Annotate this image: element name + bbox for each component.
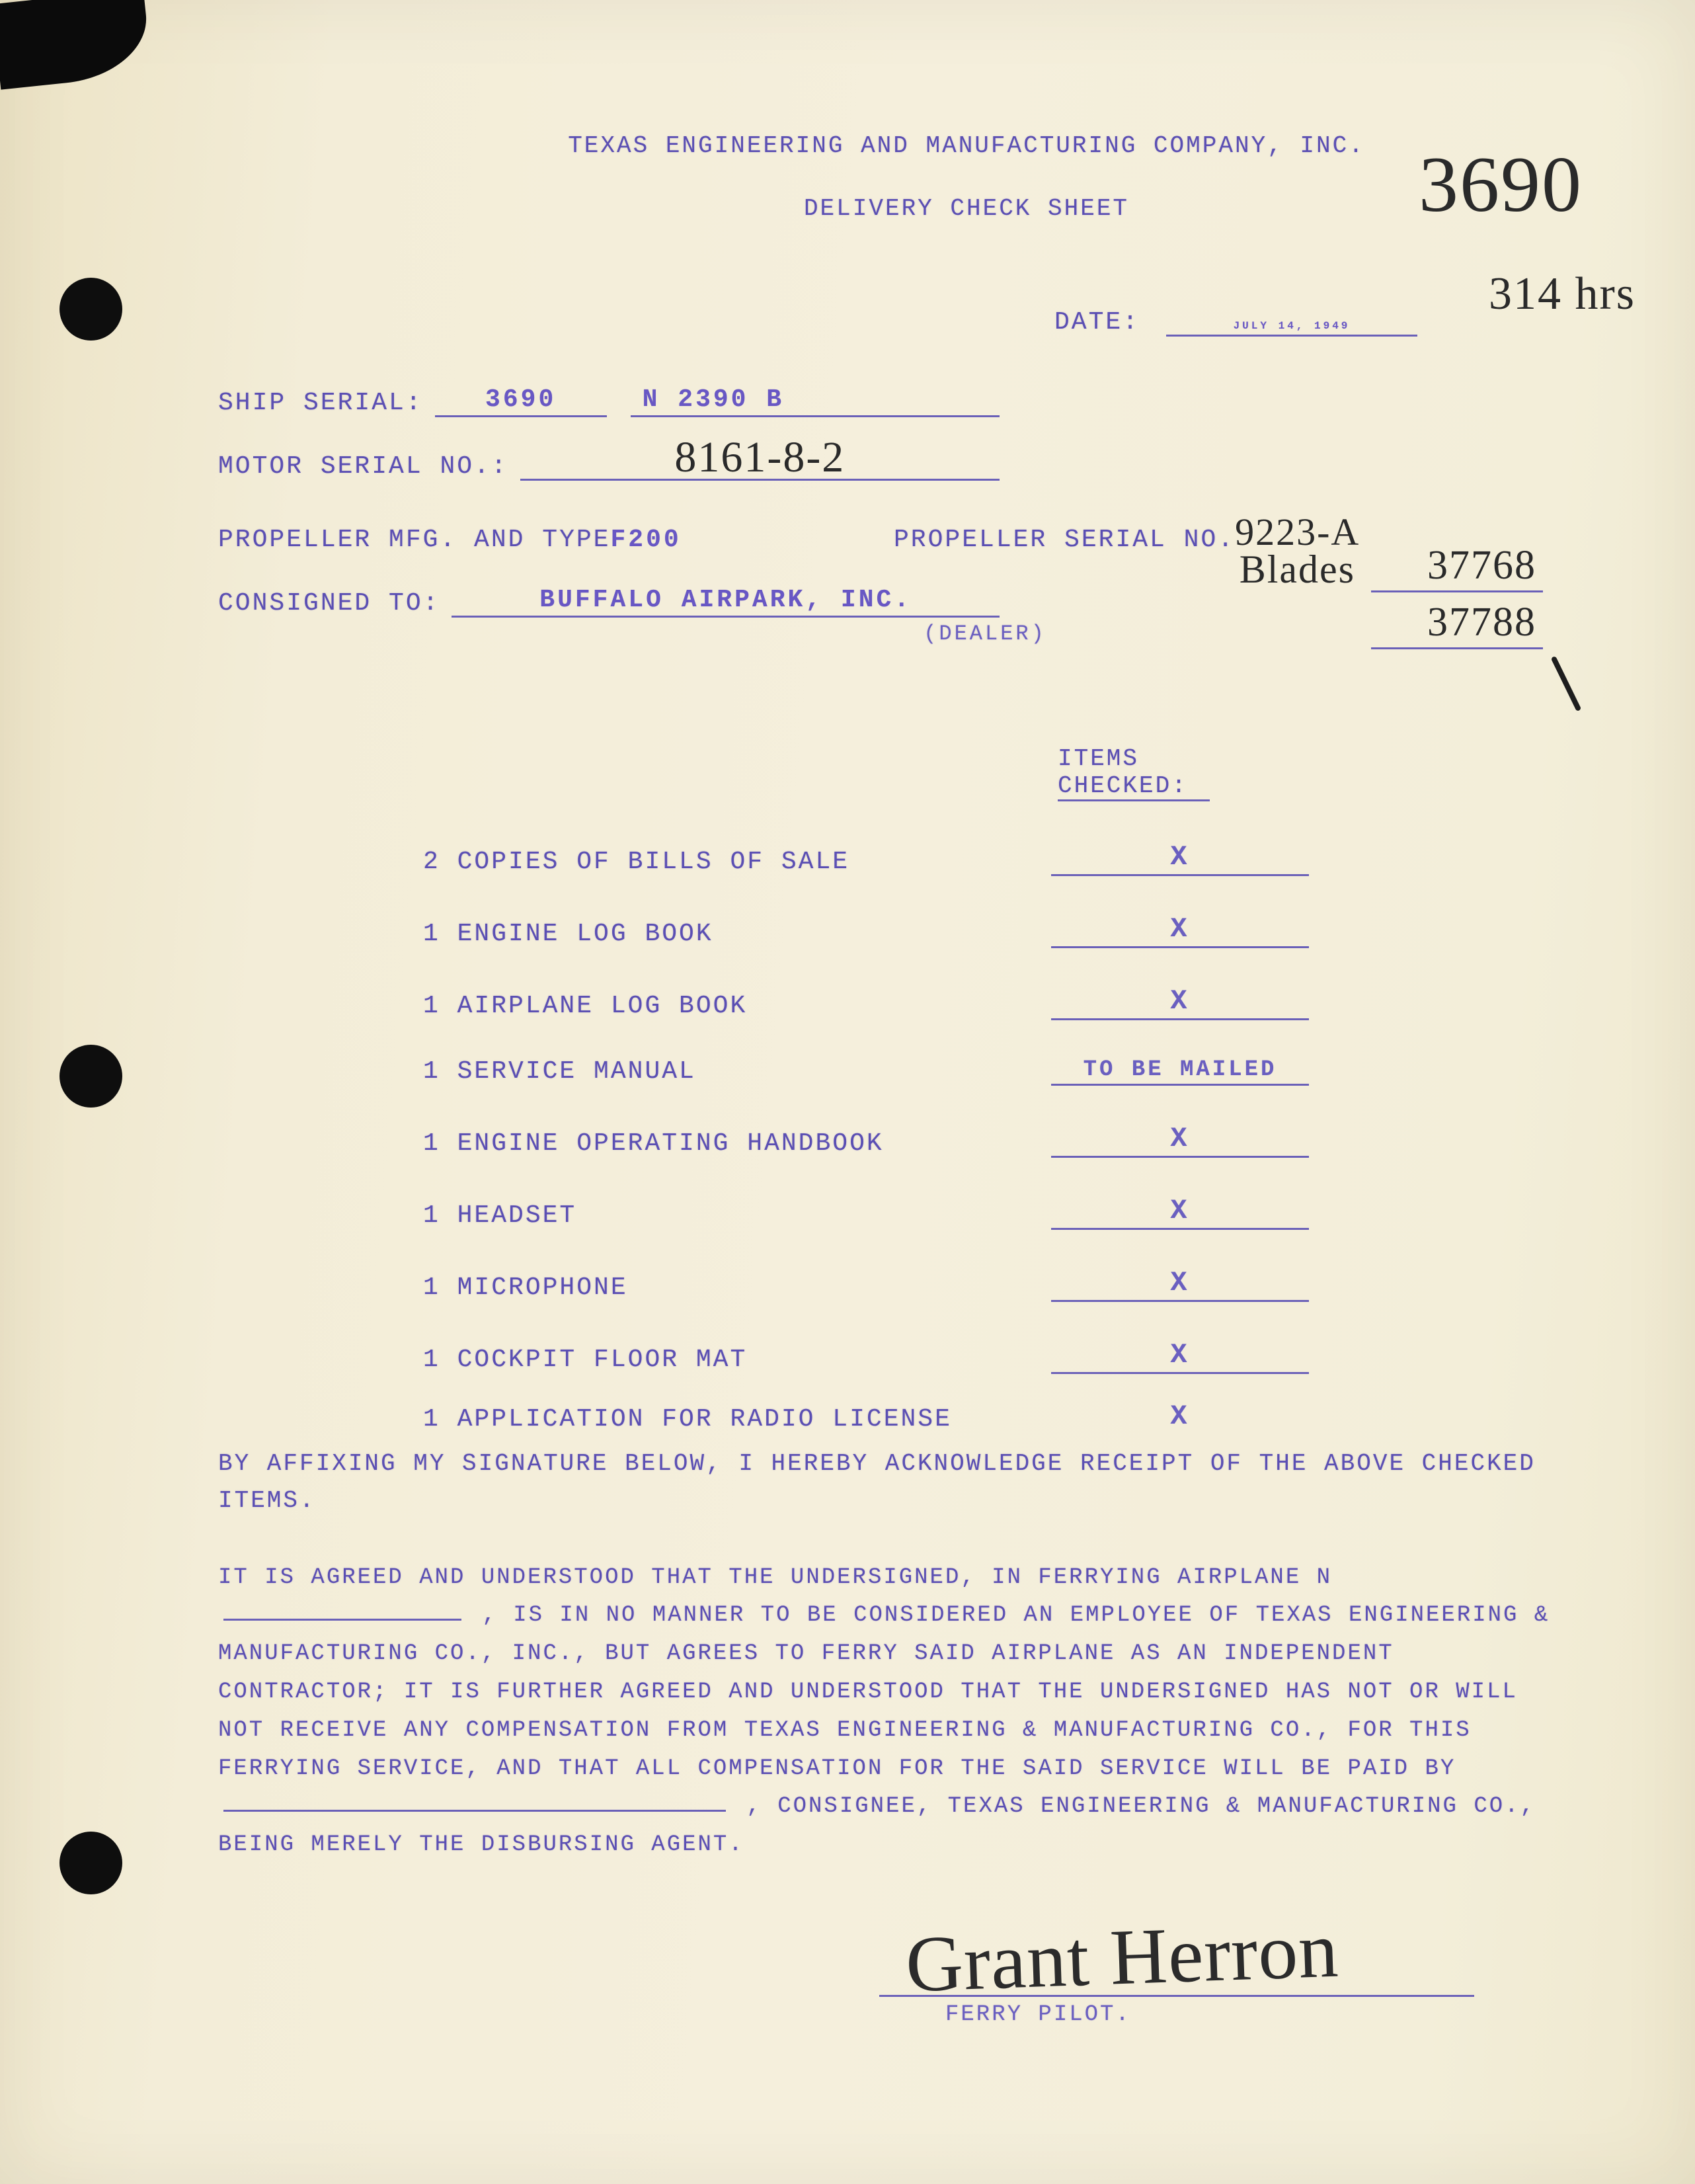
prop-serial-label: PROPELLER SERIAL NO. (894, 526, 1235, 554)
date-row: DATE: JULY 14, 1949 (218, 308, 1556, 337)
handwritten-serial-topright: 3690 (1419, 139, 1583, 230)
checklist: 2 COPIES OF BILLS OF SALE X 1 ENGINE LOG… (423, 841, 1556, 1434)
checklist-row: 2 COPIES OF BILLS OF SALE X (423, 841, 1556, 876)
field-consigned: CONSIGNED TO: BUFFALO AIRPARK, INC. (218, 583, 1011, 618)
checklist-mark: X (1051, 1195, 1309, 1230)
checklist-row: 1 ENGINE LOG BOOK X (423, 913, 1556, 948)
checklist-mark: X (1051, 985, 1309, 1020)
blade-number-2: 37788 (1371, 599, 1543, 649)
checklist-desc: 1 AIRPLANE LOG BOOK (423, 992, 1051, 1020)
prop-mfg-value: F200 (611, 526, 682, 554)
checklist-desc: 1 SERVICE MANUAL (423, 1057, 1051, 1086)
punch-hole-icon (59, 278, 122, 341)
checklist-mark: X (1051, 1400, 1309, 1434)
checklist-row: 1 APPLICATION FOR RADIO LICENSE X (423, 1400, 1556, 1434)
checklist-desc: 1 ENGINE OPERATING HANDBOOK (423, 1129, 1051, 1158)
checklist-row: 1 SERVICE MANUAL TO BE MAILED (423, 1057, 1556, 1086)
blades-block: Blades 37768 37788 (1240, 536, 1543, 649)
field-motor-serial: MOTOR SERIAL NO.: 8161-8-2 (218, 446, 1011, 481)
signature-area: Grant Herron FERRY PILOT. (879, 1924, 1556, 2027)
stray-mark (1551, 656, 1582, 711)
checklist-row: 1 AIRPLANE LOG BOOK X (423, 985, 1556, 1020)
consigned-label: CONSIGNED TO: (218, 589, 440, 618)
signature-caption: FERRY PILOT. (945, 2002, 1556, 2027)
date-value: JULY 14, 1949 (1166, 320, 1417, 337)
motor-serial-label: MOTOR SERIAL NO.: (218, 452, 508, 481)
date-label: DATE: (1054, 308, 1140, 337)
punch-hole-icon (59, 1832, 122, 1894)
items-head-1: ITEMS (1058, 745, 1139, 772)
consigned-value: BUFFALO AIRPARK, INC. (539, 586, 912, 614)
items-checked-header: ITEMS CHECKED: (1058, 745, 1210, 801)
items-head-2: CHECKED: (1058, 772, 1188, 799)
torn-corner (0, 0, 152, 90)
company-name: TEXAS ENGINEERING AND MANUFACTURING COMP… (377, 132, 1556, 159)
checklist-mark: X (1051, 1339, 1309, 1374)
checklist-mark: X (1051, 913, 1309, 948)
agreement-paragraph: IT IS AGREED AND UNDERSTOOD THAT THE UND… (218, 1559, 1556, 1865)
checklist-desc: 1 MICROPHONE (423, 1274, 1051, 1302)
motor-serial-value: 8161-8-2 (674, 432, 845, 483)
form-title: DELIVERY CHECK SHEET (377, 195, 1556, 222)
prop-mfg-label: PROPELLER MFG. AND TYPE (218, 526, 611, 554)
para-seg-b: , IS IN NO MANNER TO BE CONSIDERED AN EM… (218, 1603, 1550, 1781)
ship-serial-label: SHIP SERIAL: (218, 389, 423, 417)
field-ship-serial: SHIP SERIAL: 3690 N 2390 B (218, 383, 1011, 417)
checklist-mark: X (1051, 1267, 1309, 1302)
acknowledgement-text: BY AFFIXING MY SIGNATURE BELOW, I HEREBY… (218, 1445, 1556, 1519)
checklist-row: 1 HEADSET X (423, 1195, 1556, 1230)
blank-aircraft-n (223, 1601, 461, 1621)
checklist-desc: 1 HEADSET (423, 1201, 1051, 1230)
checklist-mark: X (1051, 1123, 1309, 1158)
checklist-desc: 1 ENGINE LOG BOOK (423, 920, 1051, 948)
checklist-row: 1 MICROPHONE X (423, 1267, 1556, 1302)
blank-paid-by (223, 1792, 726, 1812)
signature-line: Grant Herron (879, 1924, 1474, 1997)
ship-serial-value: 3690 (485, 385, 556, 414)
checklist-desc: 2 COPIES OF BILLS OF SALE (423, 848, 1051, 876)
handwritten-hours: 314 hrs (1489, 268, 1636, 321)
header-block: TEXAS ENGINEERING AND MANUFACTURING COMP… (377, 132, 1556, 222)
checklist-mark: TO BE MAILED (1051, 1057, 1309, 1086)
checklist-desc: 1 COCKPIT FLOOR MAT (423, 1346, 1051, 1374)
checklist-mark: X (1051, 841, 1309, 876)
blades-label: Blades (1240, 547, 1355, 592)
punch-hole-icon (59, 1045, 122, 1108)
document-page: 3690 314 hrs TEXAS ENGINEERING AND MANUF… (0, 0, 1695, 2184)
signature: Grant Herron (904, 1904, 1340, 2011)
para-seg-a: IT IS AGREED AND UNDERSTOOD THAT THE UND… (218, 1565, 1332, 1590)
checklist-desc: 1 APPLICATION FOR RADIO LICENSE (423, 1405, 1051, 1434)
checklist-row: 1 ENGINE OPERATING HANDBOOK X (423, 1123, 1556, 1158)
blade-number-1: 37768 (1371, 542, 1543, 592)
checklist-row: 1 COCKPIT FLOOR MAT X (423, 1339, 1556, 1374)
ship-reg-value: N 2390 B (643, 385, 784, 414)
